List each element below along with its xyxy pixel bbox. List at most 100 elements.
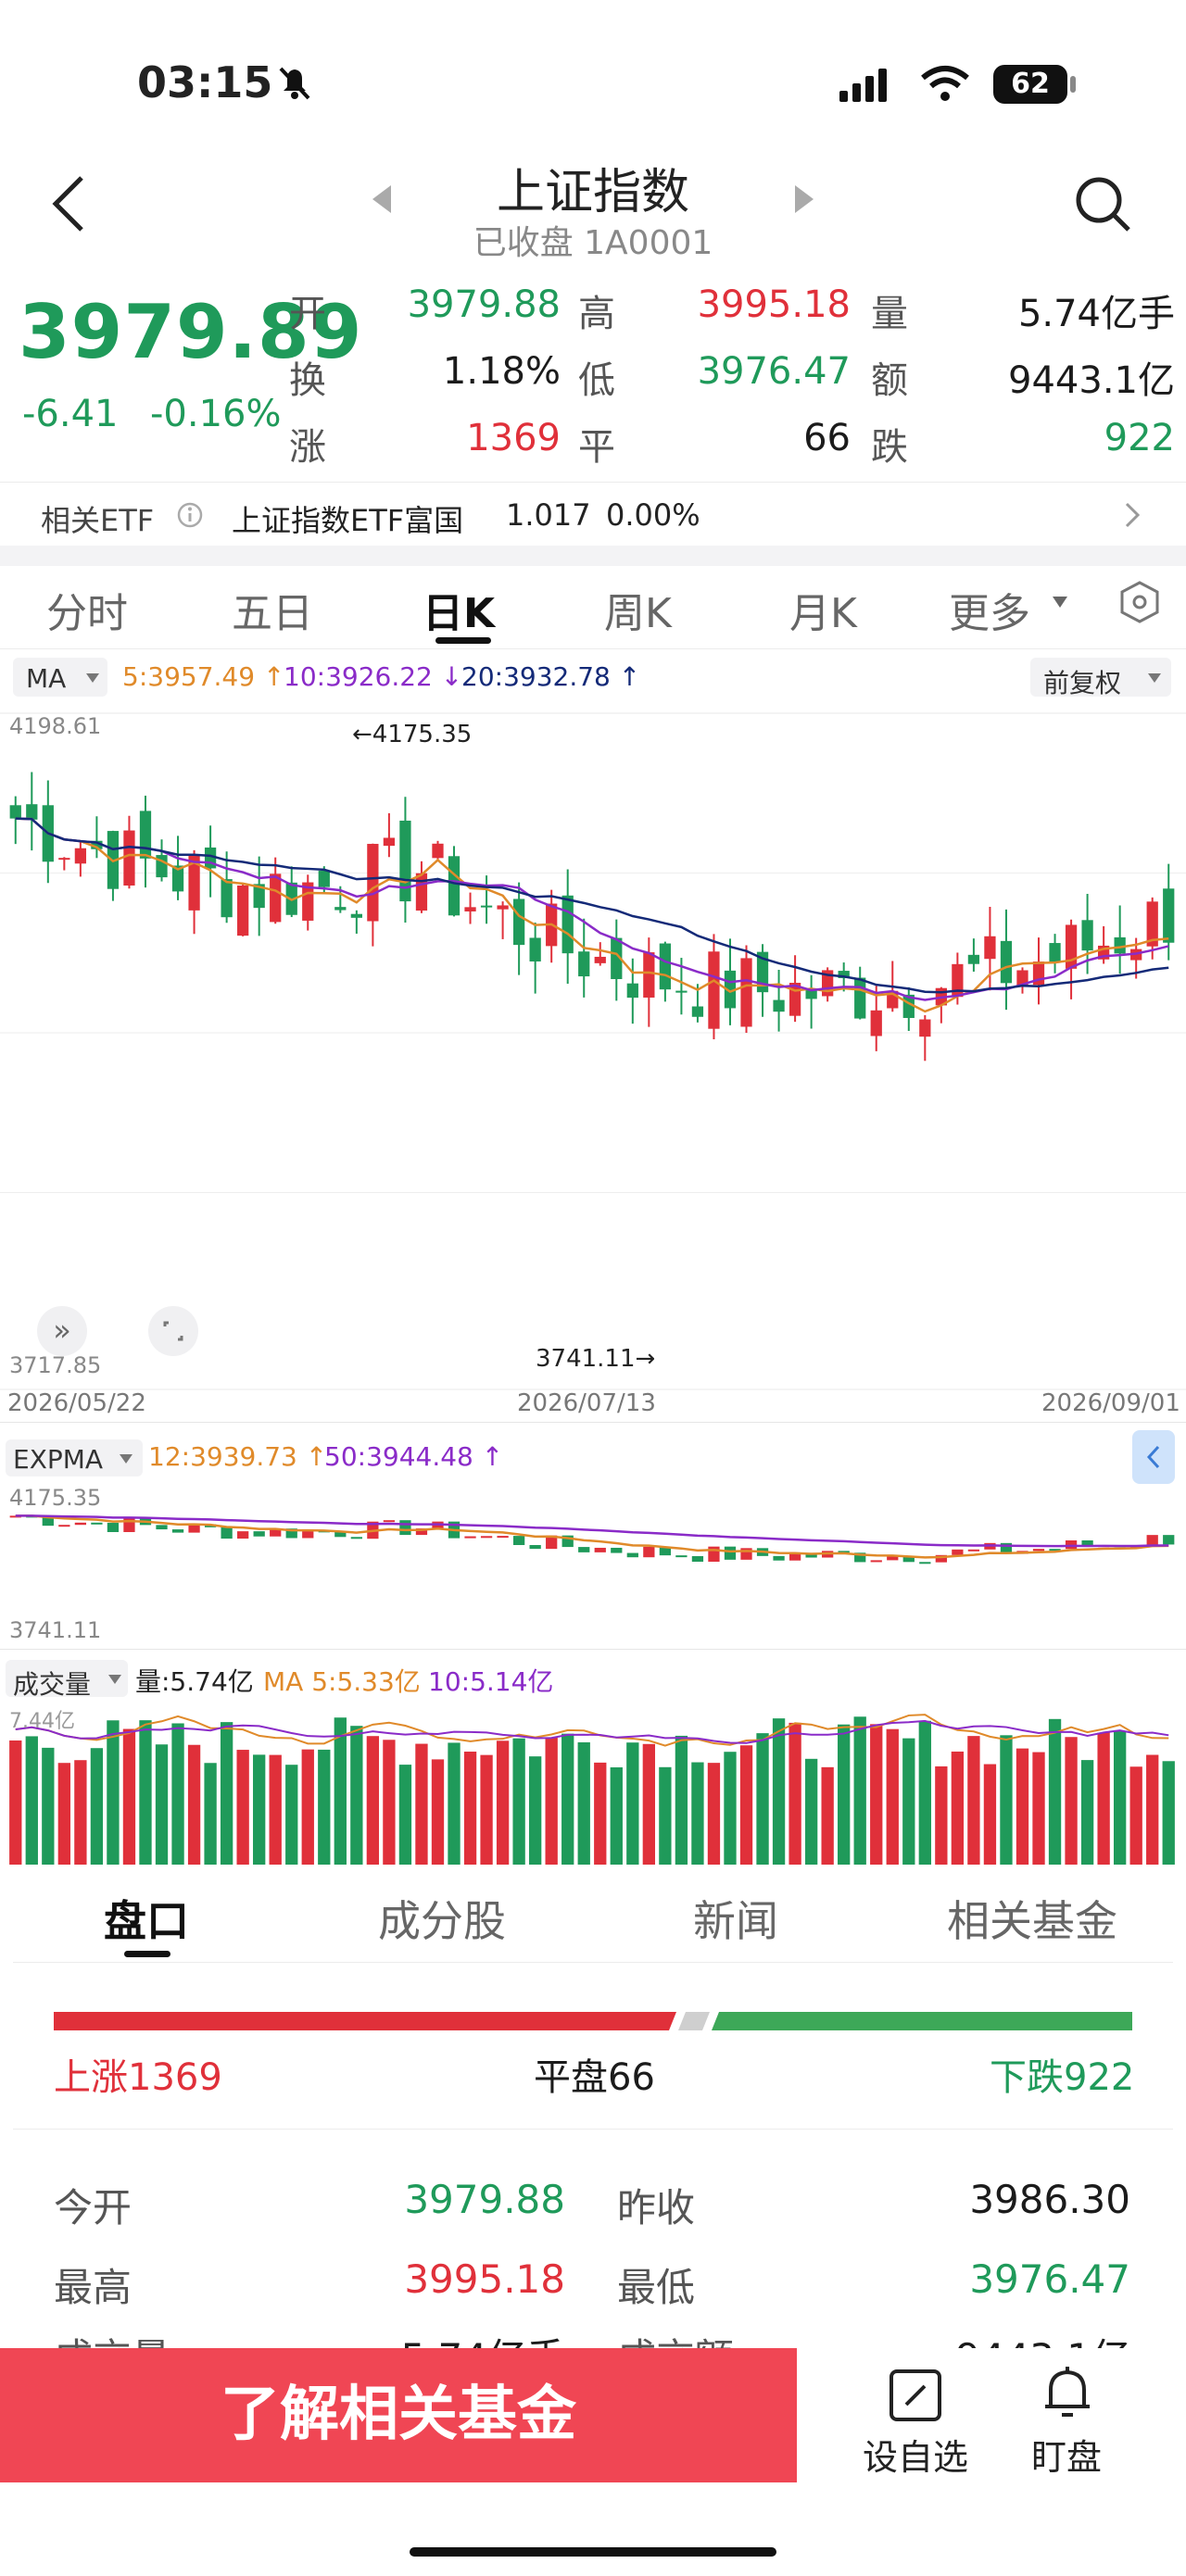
volume-ymax: 7.44亿 [9,1710,75,1733]
candle-body [854,977,866,1019]
tab-pankou[interactable]: 盘口 [104,1896,189,1946]
kline-chart[interactable] [0,704,1186,1426]
candle-body [1049,943,1061,962]
divider [0,1422,1186,1423]
next-index-icon[interactable] [793,183,815,215]
expma-candle [383,1520,396,1523]
etf-name: 上证指数ETF富国 [232,503,464,538]
caret-down-icon [86,673,99,683]
back-icon[interactable] [48,174,89,233]
candle-body [838,971,850,978]
related-etf-bar[interactable]: 相关ETF 上证指数ETF富国 1.017 0.00% [0,482,1186,547]
volume-bar [301,1749,314,1865]
expma-selector[interactable]: EXPMA [6,1439,143,1476]
expma-candle [675,1555,688,1558]
volume-bar [1000,1735,1013,1865]
amount-label: 额 [871,359,908,402]
info-icon[interactable] [176,501,204,529]
stat-amount-value: 9443.1亿 [908,2327,1130,2351]
tab-five-day[interactable]: 五日 [232,590,313,637]
battery-icon: 62 [993,65,1067,104]
volume-bar [398,1765,412,1865]
expma-label: EXPMA [13,1444,104,1475]
candle-body [221,879,233,918]
candle-body [1163,888,1175,943]
fullscreen-button[interactable] [148,1306,198,1356]
volume-ma10-line [15,1719,1169,1744]
stat-prev-close-value: 3986.30 [969,2177,1130,2222]
candle-body [480,905,493,908]
tab-related-funds[interactable]: 相关基金 [947,1896,1117,1946]
candle-body [512,898,525,946]
volume-bar [139,1720,152,1865]
volume-ma10: 10:5.14亿 [428,1666,554,1697]
volume-bar [1162,1761,1175,1865]
edit-watchlist-icon[interactable] [888,2368,943,2423]
expma-candle [237,1531,249,1539]
add-watchlist-label[interactable]: 设自选 [862,2437,968,2478]
volume-bar [415,1743,428,1865]
tab-day-k[interactable]: 日K [423,590,496,637]
expma-candle [107,1523,120,1532]
candle-body [740,958,752,1027]
signal-icon [839,69,887,102]
candle-body [9,805,21,819]
expma-candle [1049,1549,1061,1552]
wifi-icon [921,66,969,101]
candle-body [691,1006,704,1017]
volume-bar [983,1764,997,1865]
expma-candle [967,1549,980,1552]
candle-body [58,858,70,861]
ma20-value: 20:3932.78 ↑ [461,661,641,692]
tab-week-k[interactable]: 周K [604,590,672,637]
stat-volume-value: 5.74亿手 [352,2327,565,2351]
kline-ymax: 4198.61 [9,713,102,739]
volume-bar [74,1760,87,1865]
expma-ymax: 4175.35 [9,1485,102,1511]
peak-annotation: ←4175.35 [352,721,473,748]
volume-bar [1016,1748,1029,1865]
tab-intraday[interactable]: 分时 [46,590,128,637]
tab-news[interactable]: 新闻 [693,1896,778,1946]
expma-candle [188,1524,200,1533]
tab-month-k[interactable]: 月K [789,590,857,637]
expma12-line [15,1514,1169,1559]
volume-bar [220,1722,233,1865]
prev-index-icon[interactable] [371,183,393,215]
volume-bar [285,1765,298,1865]
settings-hexagon-icon[interactable] [1117,580,1162,624]
expma-candle [399,1520,411,1536]
date-mid: 2026/07/13 [517,1389,656,1417]
volume-chart[interactable] [0,1700,1186,1866]
volume-bar [366,1736,380,1865]
volume-bar [577,1741,590,1865]
scroll-latest-button[interactable]: » [37,1306,87,1356]
monitor-label[interactable]: 盯盘 [1030,2437,1102,2478]
page-subtitle: 已收盘 1A0001 [473,224,713,262]
learn-related-funds-button[interactable]: 了解相关基金 [0,2348,797,2482]
candle-body [626,983,638,999]
volume-bar [496,1740,510,1865]
candle-body [708,951,720,1029]
stat-open-label: 今开 [54,2185,132,2230]
volume-bar [269,1754,282,1865]
candle-body [383,837,396,847]
home-indicator [410,2547,776,2557]
volume-selector[interactable]: 成交量 [6,1660,128,1700]
expma-candle [659,1546,672,1556]
expma-chart[interactable] [0,1482,1186,1649]
volume-ma5-line [15,1714,1169,1747]
volume-bar [853,1716,866,1865]
ma-selector[interactable]: MA [13,658,107,697]
bell-icon[interactable] [1040,2364,1095,2423]
collapse-panel-button[interactable] [1132,1430,1175,1484]
volume-current: 量:5.74亿 [135,1666,254,1697]
expma-candle [773,1555,785,1561]
tab-components[interactable]: 成分股 [378,1896,506,1946]
search-icon[interactable] [1073,174,1132,233]
candle-body [171,865,184,892]
etf-price: 1.017 [506,497,591,533]
expma-candle [74,1522,87,1526]
adjust-selector[interactable]: 前复权 [1030,658,1171,698]
tab-more[interactable]: 更多 [949,590,1030,637]
